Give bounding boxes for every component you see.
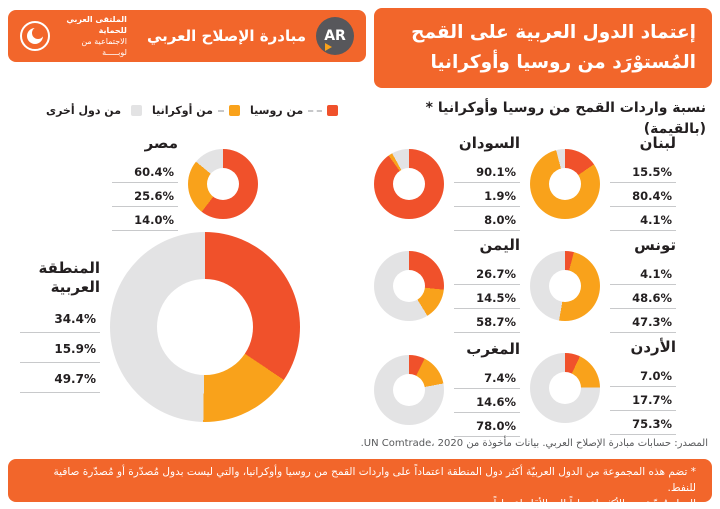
donut-chart <box>530 352 600 423</box>
value-other: 49.7% <box>20 366 100 393</box>
legend-item-russia: من روسيا <box>250 104 338 117</box>
chart-arab-region: المنطقة العربية 34.4% 15.9% 49.7% <box>20 232 312 422</box>
value-russia: 15.5% <box>610 162 676 183</box>
value-ukraine: 17.7% <box>610 390 676 411</box>
donut-chart <box>374 148 444 219</box>
value-russia: 90.1% <box>454 162 520 183</box>
donut-chart <box>530 148 600 219</box>
value-other: 78.0% <box>454 416 520 437</box>
donut-chart <box>188 148 258 219</box>
value-russia: 7.4% <box>454 368 520 389</box>
value-other: 58.7% <box>454 312 520 333</box>
legend-item-other: من دول أخرى <box>46 104 143 117</box>
country-name: مصر <box>144 134 178 152</box>
title-line-1: إعتماد الدول العربية على القمح <box>411 22 696 43</box>
chart-jordan: الأردن 7.0% 17.7% 75.3% <box>510 338 676 438</box>
value-ukraine: 48.6% <box>610 288 676 309</box>
country-name: الأردن <box>630 338 676 356</box>
value-ukraine: 14.5% <box>454 288 520 309</box>
ar-badge-text: AR <box>324 28 346 44</box>
chart-lebanon: لبنان 15.5% 80.4% 4.1% <box>510 134 676 234</box>
value-russia: 26.7% <box>454 264 520 285</box>
legend-leader <box>217 109 225 112</box>
country-name: المنطقة العربية <box>38 258 100 297</box>
chart-subtitle: نسبة واردات القمح من روسيا وأوكرانيا * (… <box>374 98 706 140</box>
country-name: تونس <box>634 236 676 254</box>
value-ukraine: 14.6% <box>454 392 520 413</box>
chart-morocco: المغرب 7.4% 14.6% 78.0% <box>360 340 520 440</box>
russia-swatch-icon <box>327 105 338 116</box>
ar-logo-icon: AR <box>316 17 354 55</box>
donut-chart <box>374 354 444 425</box>
chart-yemen: اليمن 26.7% 14.5% 58.7% <box>360 236 520 336</box>
brand-bar: AR مبادرة الإصلاح العربي الملتقى العربي … <box>8 10 366 62</box>
country-name: المغرب <box>466 340 520 358</box>
country-name: لبنان <box>639 134 676 152</box>
value-ukraine: 25.6% <box>112 186 178 207</box>
value-ukraine: 15.9% <box>20 336 100 363</box>
crescent-logo-icon <box>20 21 50 51</box>
ukraine-swatch-icon <box>229 105 241 116</box>
country-name: السودان <box>458 134 520 152</box>
value-other: 14.0% <box>112 210 178 231</box>
donut-chart <box>374 250 444 321</box>
brand-name: مبادرة الإصلاح العربي <box>146 27 306 45</box>
value-russia: 7.0% <box>610 366 676 387</box>
legend: من روسيا من أوكرانيا من دول أخرى <box>46 104 338 117</box>
value-russia: 34.4% <box>20 306 100 333</box>
footnote-line-1: * تضم هذه المجموعة من الدول العربيّة أكث… <box>53 466 696 494</box>
source-note: المصدر: حسابات مبادرة الإصلاح العربي. بي… <box>360 438 708 449</box>
subtitle-line-1: نسبة واردات القمح من روسيا وأوكرانيا * <box>425 100 706 116</box>
value-other: 4.1% <box>610 210 676 231</box>
partner-line1: الملتقى العربي للحماية <box>66 14 127 35</box>
value-other: 8.0% <box>454 210 520 231</box>
footnote-line-2: الدول مُرتّبة من الأكثر اعتماداً إلى الأ… <box>490 497 696 509</box>
other-swatch-icon <box>131 105 143 116</box>
legend-label-russia: من روسيا <box>250 104 304 117</box>
value-ukraine: 80.4% <box>610 186 676 207</box>
partner-line2: الاجتماعية من لوبـــــة <box>81 37 127 58</box>
partner-text: الملتقى العربي للحماية الاجتماعية من لوب… <box>56 14 127 59</box>
partner-logo: الملتقى العربي للحماية الاجتماعية من لوب… <box>20 14 127 59</box>
header-title-box: إعتماد الدول العربية على القمح المُستوْر… <box>374 8 712 88</box>
donut-chart <box>110 232 300 422</box>
value-ukraine: 1.9% <box>454 186 520 207</box>
value-russia: 4.1% <box>610 264 676 285</box>
legend-label-ukraine: من أوكرانيا <box>152 104 213 117</box>
chart-sudan: السودان 90.1% 1.9% 8.0% <box>360 134 520 234</box>
donut-chart <box>530 250 600 321</box>
chart-tunisia: تونس 4.1% 48.6% 47.3% <box>510 236 676 336</box>
title-line-2: المُستوْرَد من روسيا وأوكرانيا <box>430 51 696 73</box>
legend-item-ukraine: من أوكرانيا <box>152 104 241 117</box>
chart-egypt: مصر 60.4% 25.6% 14.0% <box>112 134 262 234</box>
legend-leader <box>308 109 322 112</box>
footnote-bar: * تضم هذه المجموعة من الدول العربيّة أكث… <box>8 459 712 509</box>
legend-label-other: من دول أخرى <box>46 104 122 117</box>
value-other: 47.3% <box>610 312 676 333</box>
value-other: 75.3% <box>610 414 676 435</box>
value-russia: 60.4% <box>112 162 178 183</box>
subtitle-line-2: (بالقيمة) <box>643 121 706 137</box>
country-name: اليمن <box>479 236 520 254</box>
